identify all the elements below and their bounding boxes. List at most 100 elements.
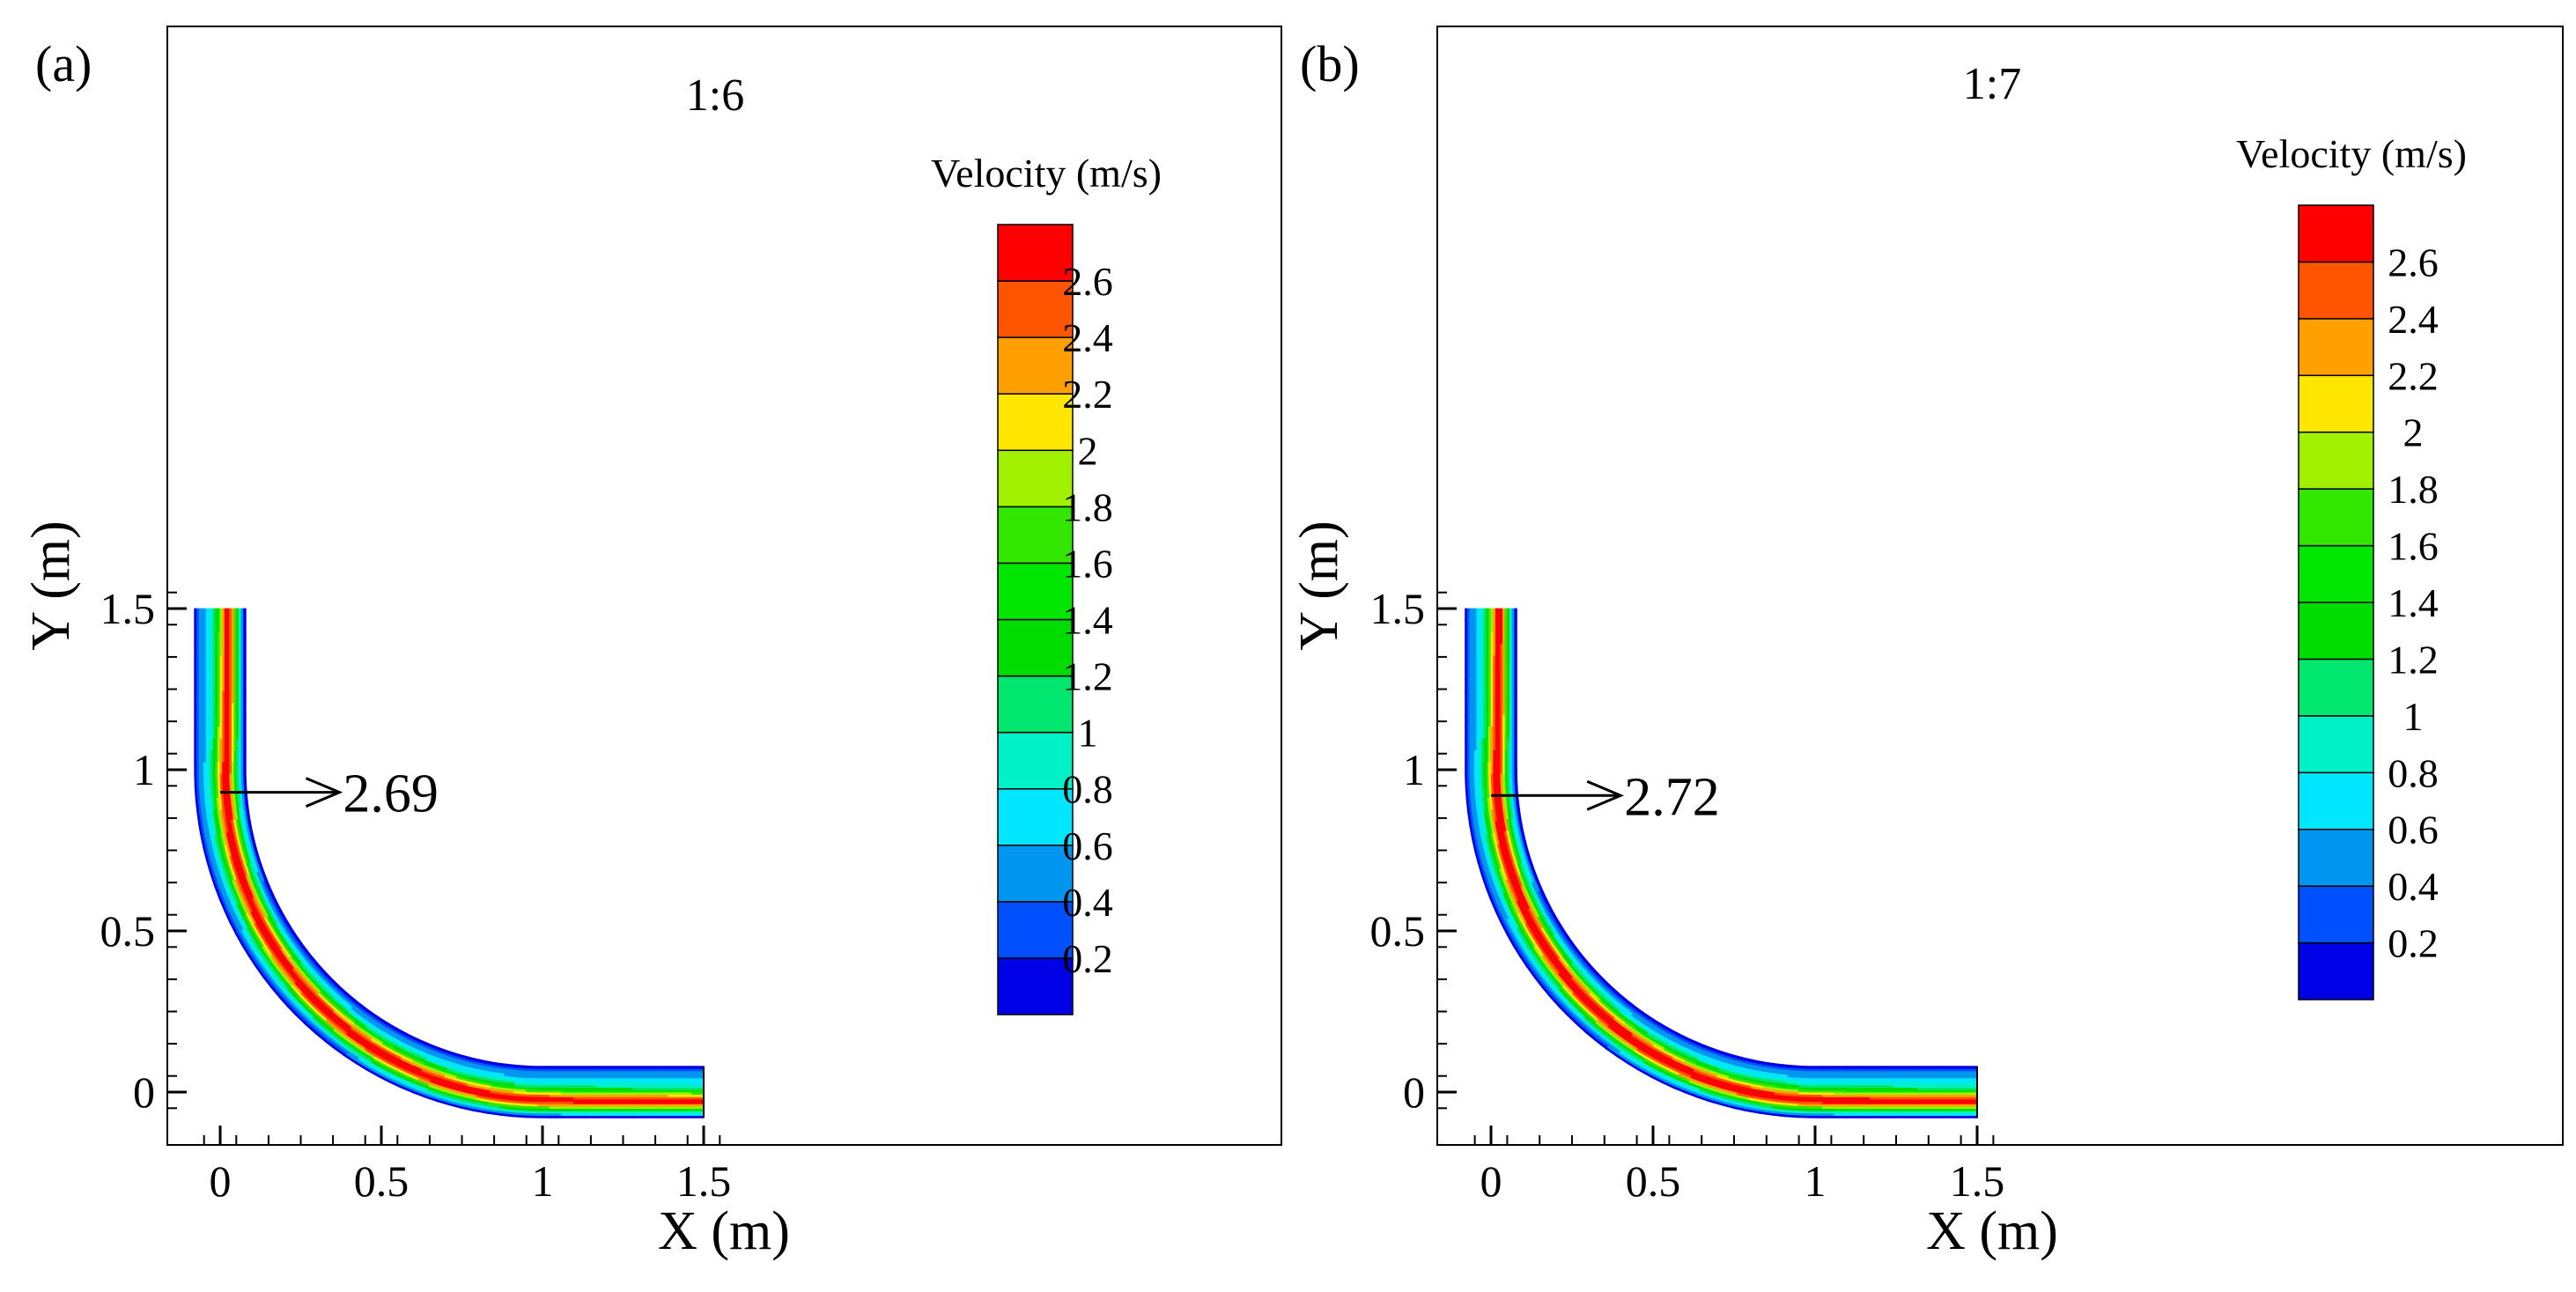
colorbar-tick-label: 2.6	[2388, 240, 2439, 284]
contour-cell	[229, 631, 233, 645]
contour-cell	[1490, 703, 1495, 716]
contour-cell	[238, 620, 242, 633]
contour-cell	[1500, 620, 1503, 633]
contour-cell	[217, 690, 221, 704]
contour-cell	[1472, 655, 1475, 668]
colorbar-swatch	[2298, 602, 2374, 661]
contour-cell	[198, 762, 203, 775]
contour-cell	[1511, 655, 1516, 668]
contour-cell	[561, 1080, 574, 1083]
contour-cell	[1893, 1110, 1907, 1114]
contour-cell	[1810, 1070, 1823, 1074]
contour-cell	[1487, 620, 1492, 633]
contour-cell	[572, 1066, 586, 1069]
contour-cell	[1941, 1103, 1954, 1107]
contour-cell	[1821, 1089, 1835, 1093]
contour-cell	[679, 1091, 692, 1096]
contour-cell	[1500, 643, 1503, 657]
colorbar-tick-label: 1.8	[2388, 467, 2439, 512]
contour-cell	[1466, 727, 1471, 740]
contour-cell	[549, 1077, 563, 1082]
contour-cell	[231, 727, 235, 740]
contour-cell	[1487, 667, 1492, 680]
contour-cell	[1507, 738, 1510, 751]
contour-cell	[1497, 727, 1502, 740]
contour-cell	[1511, 714, 1516, 727]
contour-cell	[1905, 1108, 1918, 1111]
contour-cell	[231, 620, 235, 633]
contour-cell	[691, 1066, 705, 1069]
contour-cell	[1469, 643, 1473, 657]
contour-cell	[1929, 1096, 1942, 1100]
contour-cell	[1493, 714, 1496, 727]
contour-cell	[655, 1110, 669, 1114]
contour-cell	[212, 703, 217, 716]
contour-cell	[238, 749, 242, 764]
contour-cell	[679, 1077, 692, 1082]
contour-cell	[1472, 703, 1475, 716]
colorbar-tick-label: 1	[2403, 694, 2424, 739]
contour-cell	[1845, 1103, 1859, 1107]
contour-cell	[1486, 727, 1489, 740]
contour-cell	[236, 738, 240, 751]
contour-cell	[691, 1080, 705, 1083]
contour-cell	[1514, 620, 1517, 633]
contour-cell	[1476, 738, 1480, 751]
contour-cell	[1881, 1103, 1894, 1107]
contour-cell	[668, 1089, 681, 1093]
contour-cell	[208, 703, 211, 716]
contour-cell	[585, 1108, 598, 1111]
colorbar-swatch	[2298, 658, 2374, 717]
contour-cell	[1469, 703, 1473, 716]
contour-cell	[205, 631, 210, 645]
colorbar-swatch	[2298, 374, 2374, 433]
contour-cell	[1497, 703, 1502, 716]
contour-cell	[1514, 762, 1517, 775]
x-tick-label: 0.5	[354, 1156, 410, 1206]
contour-cell	[1905, 1084, 1918, 1089]
contour-cell	[198, 690, 203, 704]
contour-cell	[198, 655, 203, 668]
contour-cell	[1493, 703, 1496, 716]
contour-cell	[243, 643, 247, 657]
contour-cell	[205, 738, 210, 751]
contour-cell	[1472, 667, 1475, 680]
contour-cell	[224, 608, 228, 621]
contour-cell	[1799, 1065, 1812, 1069]
contour-cell	[194, 690, 197, 704]
contour-cell	[243, 620, 247, 633]
contour-cell	[620, 1110, 633, 1114]
contour-cell	[231, 608, 235, 621]
contour-cell	[1490, 762, 1495, 775]
contour-cell	[644, 1080, 657, 1083]
contour-cell	[229, 608, 233, 621]
contour-cell	[632, 1103, 646, 1107]
contour-cell	[238, 655, 242, 668]
contour-cell	[1965, 1108, 1978, 1111]
contour-cell	[208, 749, 211, 764]
contour-cell	[1857, 1089, 1871, 1093]
colorbar-tick-label: 2	[1078, 428, 1098, 473]
contour-cell	[1509, 620, 1513, 633]
contour-cell	[1480, 727, 1485, 740]
contour-cell	[238, 714, 242, 727]
contour-cell	[1965, 1115, 1978, 1119]
contour-cell	[1952, 1080, 1966, 1083]
contour-cell	[243, 727, 247, 740]
contour-cell	[1507, 690, 1510, 704]
contour-cell	[1493, 679, 1496, 692]
contour-cell	[208, 762, 211, 775]
contour-cell	[236, 655, 240, 668]
contour-cell	[1469, 655, 1473, 668]
contour-cell	[1493, 620, 1496, 633]
contour-cell	[201, 749, 204, 764]
contour-cell	[208, 608, 211, 621]
contour-cell	[644, 1073, 657, 1076]
contour-cell	[620, 1091, 633, 1096]
colorbar-tick-label: 0.2	[2388, 921, 2439, 966]
contour-cell	[1507, 655, 1510, 668]
contour-cell	[219, 727, 224, 740]
contour-cell	[679, 1089, 692, 1093]
contour-cell	[1952, 1108, 1966, 1111]
contour-cell	[1809, 1110, 1823, 1114]
